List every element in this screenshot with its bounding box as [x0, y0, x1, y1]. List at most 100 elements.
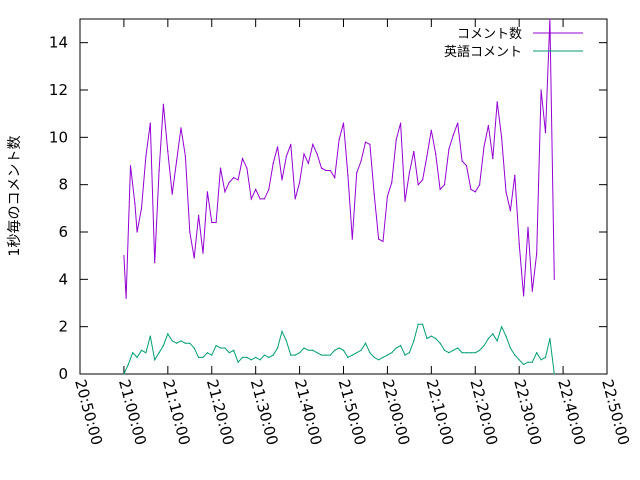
- data-point: [202, 356, 204, 358]
- data-point: [422, 323, 424, 325]
- series-line: [123, 323, 555, 375]
- data-point: [408, 352, 410, 354]
- data-point: [461, 352, 463, 354]
- data-point: [193, 257, 195, 259]
- data-point: [483, 345, 485, 347]
- data-point: [325, 354, 327, 356]
- series-1: [123, 18, 555, 299]
- data-point: [320, 167, 323, 169]
- data-point: [272, 354, 274, 356]
- data-point: [255, 356, 257, 358]
- data-point: [237, 361, 239, 363]
- data-point: [338, 139, 340, 141]
- data-point: [514, 174, 516, 176]
- data-point: [338, 347, 340, 349]
- data-point: [505, 191, 507, 193]
- data-point: [391, 352, 393, 354]
- data-point: [263, 198, 265, 200]
- series-layer: [123, 18, 555, 375]
- data-point: [290, 143, 292, 145]
- data-point: [202, 252, 204, 254]
- data-point: [171, 340, 173, 342]
- data-point: [154, 359, 156, 361]
- y-axis-label: 1秒毎のコメント数: [7, 136, 23, 257]
- data-point: [277, 347, 279, 349]
- x-tick-label: 21:10:00: [159, 377, 194, 447]
- data-point: [299, 181, 301, 183]
- data-point: [316, 352, 318, 354]
- data-point: [373, 356, 375, 358]
- data-point: [400, 345, 402, 347]
- data-point: [465, 352, 468, 354]
- data-point: [386, 195, 388, 198]
- data-point: [281, 330, 283, 332]
- data-point: [184, 342, 186, 344]
- data-point: [250, 198, 252, 200]
- legend-label: 英語コメント: [444, 44, 522, 60]
- data-point: [369, 143, 371, 145]
- data-point: [382, 240, 384, 243]
- data-point: [219, 167, 222, 169]
- data-point: [373, 193, 375, 195]
- data-point: [320, 354, 323, 356]
- plot-frame: [79, 18, 608, 375]
- y-tick-label: 6: [58, 223, 68, 241]
- data-point: [487, 337, 489, 340]
- data-point: [167, 150, 169, 153]
- data-point: [342, 349, 345, 351]
- data-point: [395, 139, 397, 141]
- data-point: [176, 342, 178, 344]
- data-point: [351, 354, 353, 356]
- data-point: [443, 184, 446, 186]
- data-point: [470, 352, 472, 354]
- data-point: [527, 361, 529, 363]
- data-point: [303, 347, 305, 349]
- data-point: [259, 198, 261, 200]
- data-point: [439, 188, 441, 190]
- x-tick-label: 22:30:00: [510, 377, 545, 447]
- data-point: [162, 345, 164, 347]
- data-point: [237, 179, 239, 181]
- data-point: [523, 363, 525, 366]
- y-tick-label: 12: [49, 81, 68, 99]
- data-point: [167, 333, 169, 335]
- data-point: [180, 340, 182, 342]
- data-point: [408, 172, 410, 174]
- data-point: [294, 354, 296, 356]
- data-point: [474, 352, 476, 354]
- x-tick-label: 21:00:00: [115, 377, 150, 447]
- x-tick-label: 21:50:00: [335, 377, 370, 447]
- data-point: [492, 333, 494, 335]
- data-point: [364, 141, 367, 143]
- data-point: [250, 359, 252, 361]
- data-point: [496, 101, 498, 103]
- data-point: [487, 124, 489, 127]
- x-tick-label: 22:00:00: [379, 377, 414, 447]
- data-point: [189, 231, 191, 233]
- data-point: [134, 203, 136, 205]
- data-point: [312, 143, 314, 145]
- y-tick-label: 8: [58, 176, 68, 194]
- data-point: [184, 155, 186, 157]
- y-tick-label: 10: [49, 128, 68, 146]
- y-tick-label: 2: [58, 318, 68, 336]
- x-tick-label: 22:10:00: [422, 377, 457, 447]
- data-point: [505, 335, 507, 337]
- data-point: [158, 352, 160, 354]
- data-point: [527, 226, 529, 228]
- data-point: [145, 352, 147, 354]
- data-point: [334, 349, 336, 351]
- data-point: [448, 148, 450, 150]
- data-point: [189, 342, 191, 344]
- data-point: [206, 191, 208, 193]
- data-point: [268, 188, 270, 190]
- data-point: [413, 150, 415, 153]
- data-point: [294, 198, 296, 200]
- data-point: [312, 349, 314, 351]
- data-point: [342, 122, 345, 124]
- data-point: [307, 162, 309, 164]
- data-point: [145, 155, 147, 157]
- data-point: [501, 326, 503, 328]
- data-point: [369, 352, 371, 354]
